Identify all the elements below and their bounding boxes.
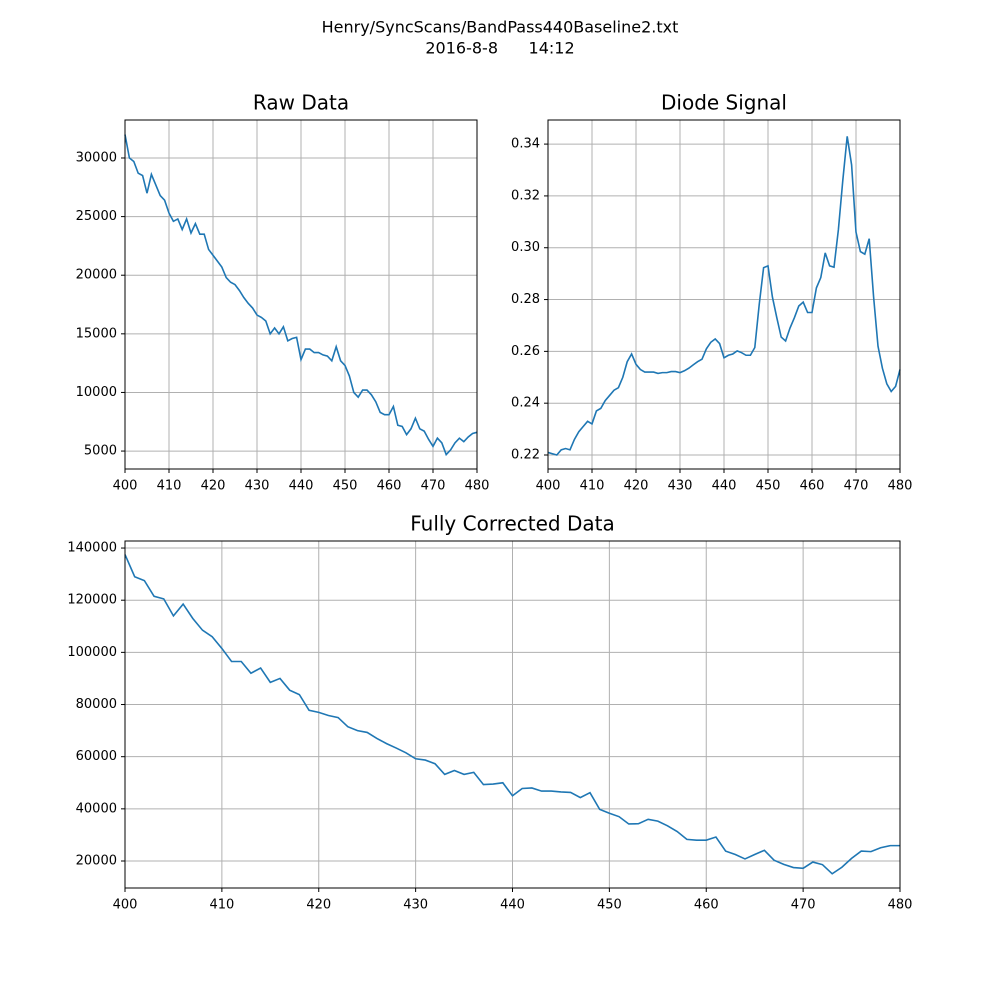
x-tick-label: 480 — [465, 479, 490, 494]
x-tick-label: 400 — [113, 898, 138, 913]
y-tick-label: 0.26 — [511, 344, 540, 359]
x-tick-label: 460 — [694, 898, 719, 913]
x-tick-label: 450 — [756, 479, 781, 494]
x-tick-label: 470 — [844, 479, 869, 494]
x-tick-label: 430 — [403, 898, 428, 913]
x-tick-label: 420 — [201, 479, 226, 494]
axes-frame — [547, 119, 901, 470]
y-tick-label: 5000 — [84, 444, 117, 459]
y-tick-label: 0.24 — [511, 396, 540, 411]
y-tick-label: 0.28 — [511, 292, 540, 307]
y-tick-label: 140000 — [67, 541, 117, 556]
y-tick-label: 0.32 — [511, 188, 540, 203]
x-tick-label: 410 — [157, 479, 182, 494]
x-tick-label: 450 — [597, 898, 622, 913]
x-tick-label: 430 — [668, 479, 693, 494]
y-tick-label: 0.30 — [511, 240, 540, 255]
x-tick-label: 400 — [536, 479, 561, 494]
x-tick-label: 430 — [245, 479, 270, 494]
x-tick-label: 440 — [289, 479, 314, 494]
data-line — [124, 134, 478, 457]
y-tick-label: 60000 — [76, 749, 117, 764]
x-tick-label: 470 — [421, 479, 446, 494]
x-tick-label: 420 — [306, 898, 331, 913]
x-tick-label: 420 — [624, 479, 649, 494]
panel-title: Diode Signal — [661, 91, 787, 115]
y-tick-label: 30000 — [76, 150, 117, 165]
y-tick-label: 0.22 — [511, 448, 540, 463]
axes-frame — [124, 119, 478, 470]
y-tick-label: 0.34 — [511, 137, 540, 152]
panel-title: Raw Data — [253, 91, 349, 115]
x-tick-label: 440 — [500, 898, 525, 913]
y-tick-label: 120000 — [67, 593, 117, 608]
y-tick-label: 80000 — [76, 697, 117, 712]
panel-title: Fully Corrected Data — [410, 512, 615, 536]
y-tick-label: 25000 — [76, 209, 117, 224]
x-tick-label: 480 — [888, 479, 913, 494]
x-tick-label: 400 — [113, 479, 138, 494]
y-tick-label: 10000 — [76, 385, 117, 400]
figure-title: Henry/SyncScans/BandPass440Baseline2.txt — [322, 18, 679, 37]
data-line — [547, 136, 901, 456]
data-line — [124, 554, 900, 875]
x-tick-label: 480 — [888, 898, 913, 913]
x-tick-label: 440 — [712, 479, 737, 494]
y-tick-label: 20000 — [76, 854, 117, 869]
axes-frame — [124, 540, 901, 889]
x-tick-label: 410 — [209, 898, 234, 913]
y-tick-label: 100000 — [67, 645, 117, 660]
x-tick-label: 470 — [791, 898, 816, 913]
x-tick-label: 460 — [377, 479, 402, 494]
figure-subtitle: 2016-8-8 14:12 — [425, 39, 574, 58]
x-tick-label: 450 — [333, 479, 358, 494]
y-tick-label: 15000 — [76, 326, 117, 341]
x-tick-label: 460 — [800, 479, 825, 494]
x-tick-label: 410 — [580, 479, 605, 494]
y-tick-label: 40000 — [76, 801, 117, 816]
y-tick-label: 20000 — [76, 268, 117, 283]
